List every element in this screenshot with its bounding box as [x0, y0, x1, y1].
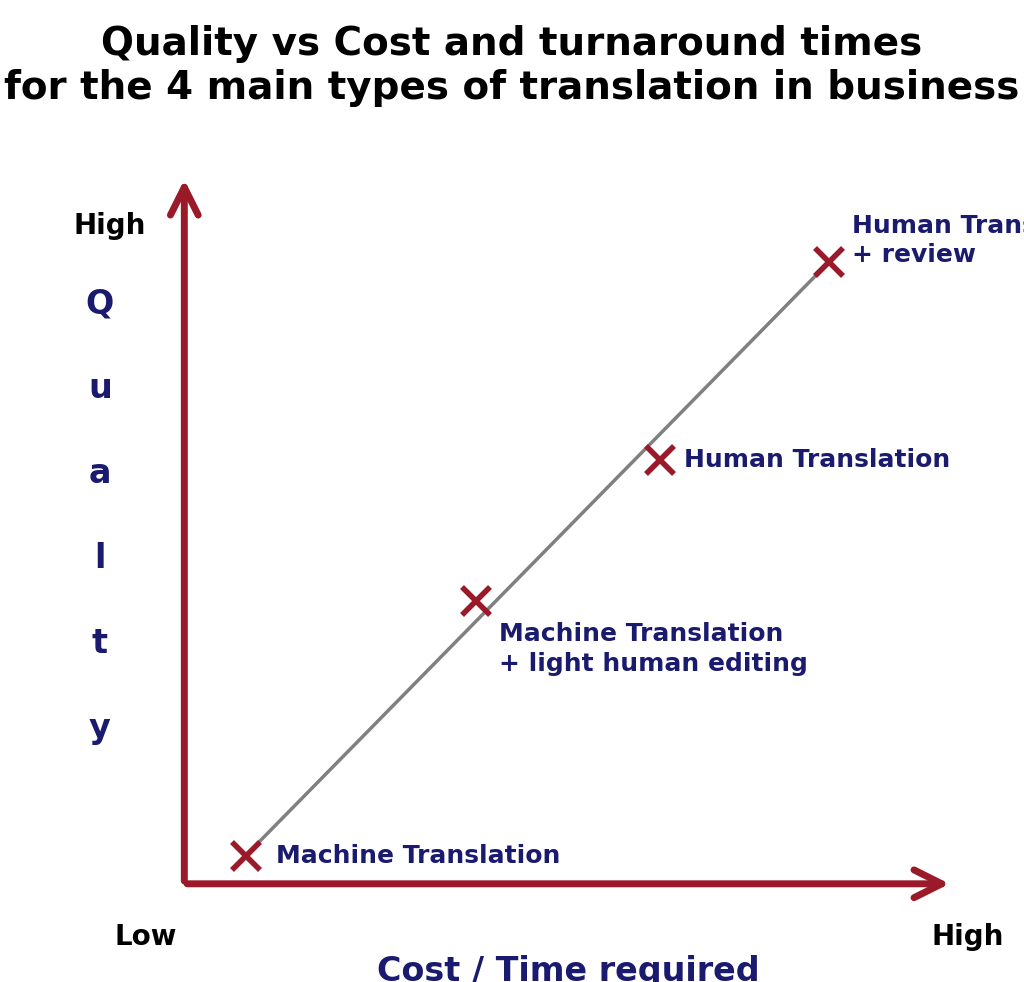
Text: l: l — [94, 542, 105, 575]
Text: High: High — [74, 212, 145, 241]
Text: High: High — [932, 923, 1004, 951]
Text: Q: Q — [86, 288, 114, 320]
Text: t: t — [92, 627, 108, 660]
Text: Human Translation
+ review: Human Translation + review — [852, 213, 1024, 267]
Text: u: u — [88, 372, 112, 406]
Text: Machine Translation
+ light human editing: Machine Translation + light human editin… — [500, 623, 808, 676]
Text: Machine Translation: Machine Translation — [276, 844, 561, 867]
Text: a: a — [89, 458, 111, 490]
Text: y: y — [89, 712, 111, 744]
Text: Human Translation: Human Translation — [684, 448, 950, 471]
Text: Low: Low — [115, 923, 176, 951]
Text: Cost / Time required: Cost / Time required — [377, 955, 760, 982]
Text: Quality vs Cost and turnaround times
for the 4 main types of translation in busi: Quality vs Cost and turnaround times for… — [4, 25, 1020, 107]
